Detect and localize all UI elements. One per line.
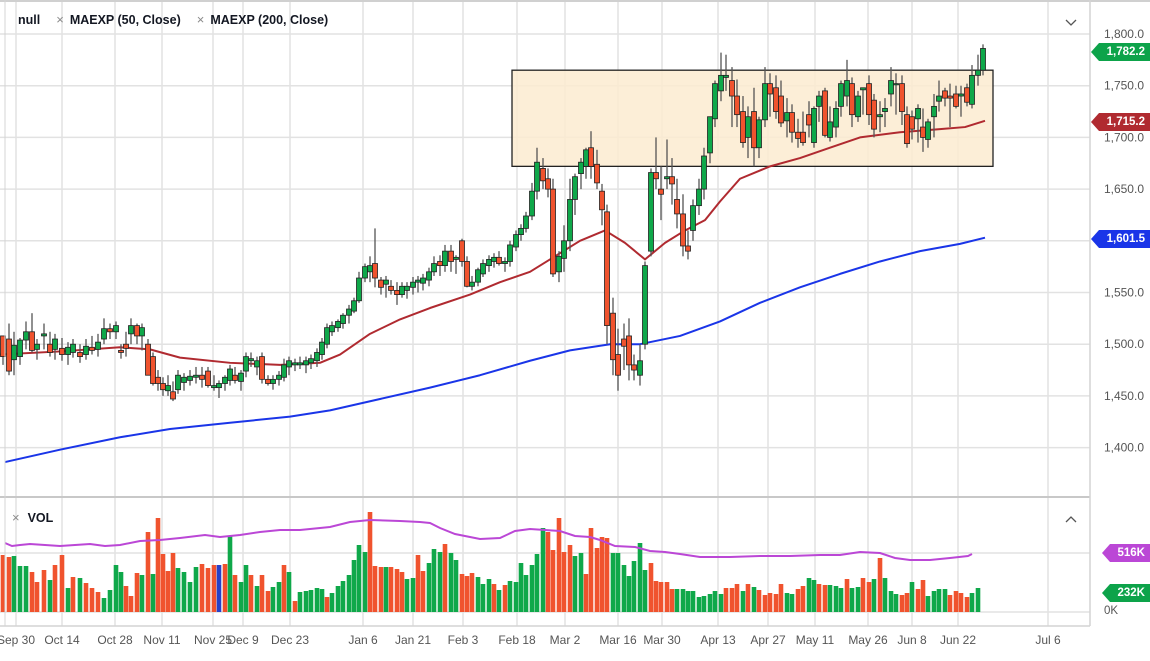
ema200-price-tag: 1,601.5 bbox=[1099, 230, 1150, 248]
remove-ema50-icon[interactable]: × bbox=[56, 12, 64, 27]
svg-text:May 26: May 26 bbox=[848, 633, 888, 647]
legend-item-symbol: null bbox=[18, 13, 40, 27]
svg-text:1,500.0: 1,500.0 bbox=[1104, 337, 1144, 351]
svg-text:1,750.0: 1,750.0 bbox=[1104, 79, 1144, 93]
svg-text:Feb 3: Feb 3 bbox=[448, 633, 479, 647]
svg-text:1,800.0: 1,800.0 bbox=[1104, 27, 1144, 41]
collapse-main-panel-button[interactable] bbox=[1062, 14, 1080, 32]
svg-text:Nov 11: Nov 11 bbox=[143, 633, 180, 647]
svg-text:1,400.0: 1,400.0 bbox=[1104, 441, 1144, 455]
last-price-tag: 1,782.2 bbox=[1099, 43, 1150, 61]
svg-text:Jan 21: Jan 21 bbox=[395, 633, 431, 647]
expand-volume-panel-button[interactable] bbox=[1062, 510, 1080, 528]
ema200-label: MAEXP (200, Close) bbox=[210, 13, 328, 27]
svg-text:Oct 28: Oct 28 bbox=[97, 633, 133, 647]
svg-text:Sep 30: Sep 30 bbox=[0, 633, 35, 647]
volume-bars bbox=[1, 512, 981, 612]
symbol-label: null bbox=[18, 13, 40, 27]
volume-last-tag: 232K bbox=[1110, 584, 1150, 602]
svg-text:1,550.0: 1,550.0 bbox=[1104, 286, 1144, 300]
chevron-down-icon bbox=[1065, 19, 1077, 27]
legend-item-ema50: × MAEXP (50, Close) bbox=[56, 12, 181, 27]
svg-text:Apr 13: Apr 13 bbox=[700, 633, 736, 647]
svg-text:Jun 8: Jun 8 bbox=[897, 633, 927, 647]
svg-text:Dec 23: Dec 23 bbox=[271, 633, 309, 647]
svg-text:Jun 22: Jun 22 bbox=[940, 633, 976, 647]
svg-text:Mar 30: Mar 30 bbox=[643, 633, 681, 647]
ema50-price-tag: 1,715.2 bbox=[1099, 113, 1150, 131]
svg-text:Mar 16: Mar 16 bbox=[599, 633, 637, 647]
svg-text:Dec 9: Dec 9 bbox=[227, 633, 259, 647]
volume-ma-tag: 516K bbox=[1110, 544, 1150, 562]
svg-text:May 11: May 11 bbox=[796, 633, 835, 647]
volume-zero-label: 0K bbox=[1104, 605, 1118, 617]
chevron-up-icon bbox=[1065, 515, 1077, 523]
legend-item-ema200: × MAEXP (200, Close) bbox=[197, 12, 328, 27]
chart-legend: null × MAEXP (50, Close) × MAEXP (200, C… bbox=[18, 12, 344, 27]
svg-text:1,700.0: 1,700.0 bbox=[1104, 130, 1144, 144]
remove-ema200-icon[interactable]: × bbox=[197, 12, 205, 27]
svg-text:Jan 6: Jan 6 bbox=[348, 633, 378, 647]
remove-volume-icon[interactable]: × bbox=[12, 510, 20, 525]
svg-text:Feb 18: Feb 18 bbox=[498, 633, 536, 647]
ema50-label: MAEXP (50, Close) bbox=[70, 13, 181, 27]
svg-text:Oct 14: Oct 14 bbox=[44, 633, 80, 647]
svg-text:1,650.0: 1,650.0 bbox=[1104, 182, 1144, 196]
svg-text:Mar 2: Mar 2 bbox=[550, 633, 581, 647]
svg-text:Jul 6: Jul 6 bbox=[1035, 633, 1061, 647]
volume-legend: × VOL bbox=[12, 510, 53, 525]
volume-label: VOL bbox=[28, 511, 54, 525]
svg-text:Apr 27: Apr 27 bbox=[750, 633, 786, 647]
svg-text:1,450.0: 1,450.0 bbox=[1104, 389, 1144, 403]
